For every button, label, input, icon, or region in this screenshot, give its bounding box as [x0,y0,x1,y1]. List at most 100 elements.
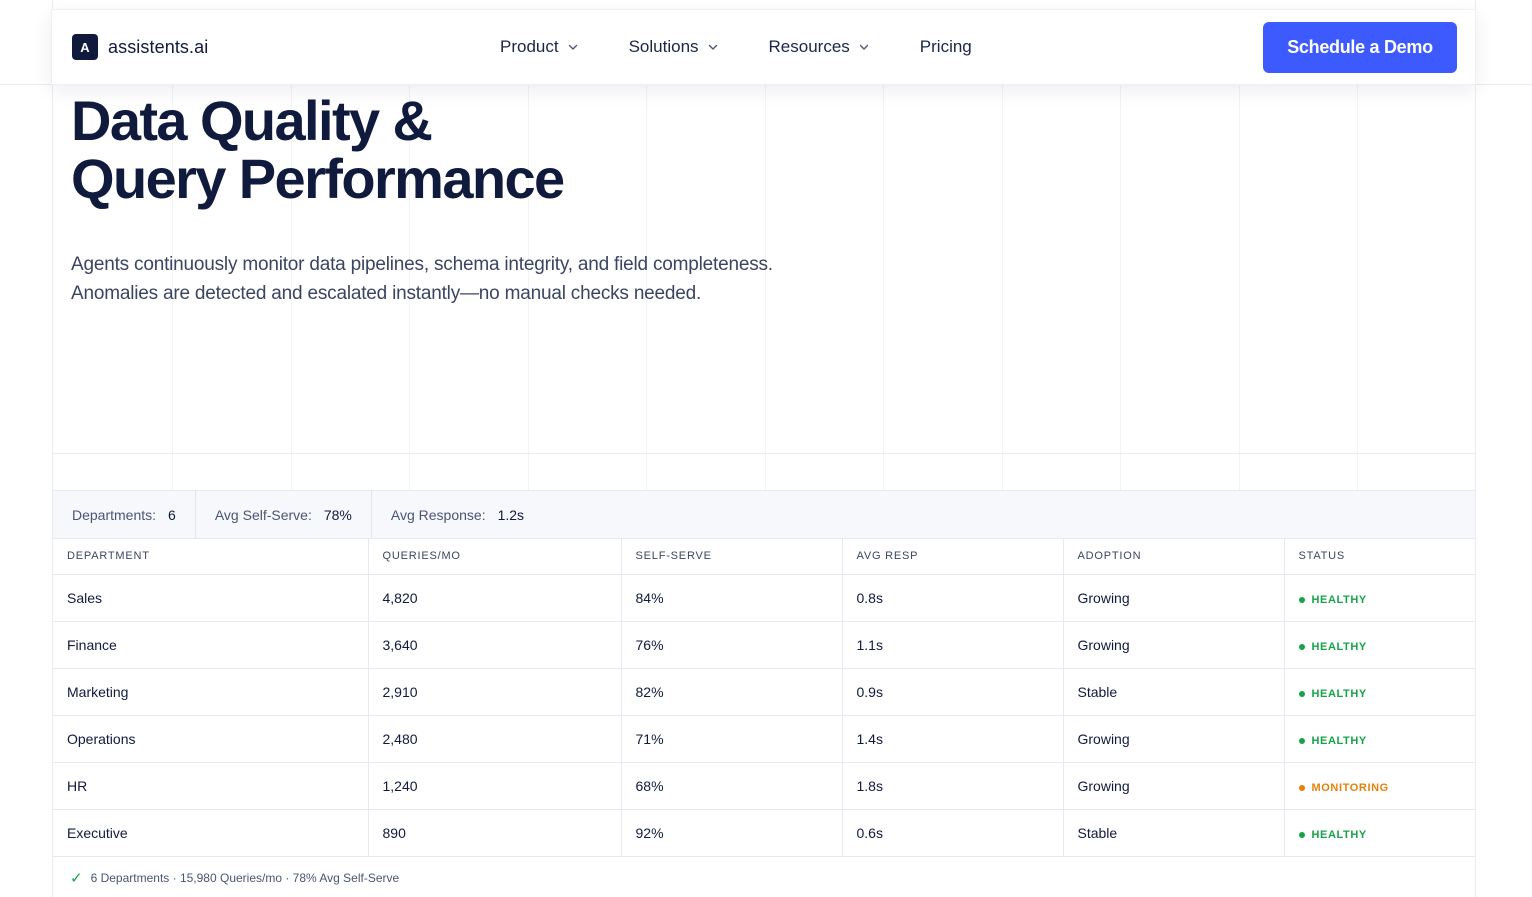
cell-self-serve: 84% [621,574,843,622]
status-badge: HEALTHY [1298,687,1367,700]
cell-department: Executive [53,809,369,857]
status-dot-icon [1298,690,1305,697]
page-title: Data Quality & Query Performance [71,92,565,210]
status-label: HEALTHY [1311,640,1367,653]
summary-bar: Departments: 6 Avg Self-Serve: 78% Avg R… [53,490,1475,539]
cell-adoption: Growing [1063,621,1285,669]
cell-adoption: Stable [1063,668,1285,716]
column-header-department[interactable]: DEPARTMENT [53,539,369,575]
grid-line [409,85,410,490]
nav-item-label: Resources [768,37,850,56]
cell-avg-resp: 1.8s [842,762,1064,810]
status-dot-icon [1298,784,1305,791]
title-line: Query Performance [71,147,565,210]
chevron-down-icon [568,44,577,50]
status-dot-icon [1298,831,1305,838]
stat-value: 1.2s [497,506,525,523]
cell-self-serve: 82% [621,668,843,716]
cell-status: MONITORING [1284,762,1475,810]
grid-line [528,85,529,490]
cell-avg-resp: 0.6s [842,809,1064,857]
cell-self-serve: 76% [621,621,843,669]
status-dot-icon [1298,737,1305,744]
nav-menu: Product Solutions Resources Pricing [500,37,1022,57]
schedule-demo-button[interactable]: Schedule a Demo [1263,22,1457,73]
status-dot-icon [1298,596,1305,603]
check-icon: ✓ [70,870,83,887]
cell-status: HEALTHY [1284,621,1475,669]
nav-item-solutions[interactable]: Solutions [629,37,719,57]
status-badge: HEALTHY [1298,828,1367,841]
column-header-status[interactable]: STATUS [1284,539,1475,575]
grid-line [646,85,647,490]
cell-adoption: Growing [1063,574,1285,622]
column-header-queries[interactable]: QUERIES/MO [368,539,622,575]
cell-adoption: Stable [1063,809,1285,857]
departments-table: DEPARTMENT QUERIES/MO SELF-SERVE AVG RES… [53,539,1475,857]
cell-status: HEALTHY [1284,668,1475,716]
stat-departments: Departments: 6 [53,491,196,538]
cell-status: HEALTHY [1284,574,1475,622]
stat-response: Avg Response: 1.2s [372,491,543,538]
table-header-row: DEPARTMENT QUERIES/MO SELF-SERVE AVG RES… [53,539,1475,575]
cell-adoption: Growing [1063,762,1285,810]
content-frame [52,0,1476,897]
column-header-adoption[interactable]: ADOPTION [1063,539,1285,575]
status-badge: MONITORING [1298,782,1389,794]
stat-label: Avg Self-Serve: [214,506,312,523]
column-header-self-serve[interactable]: SELF-SERVE [621,539,843,575]
cell-queries: 890 [368,809,622,857]
nav-item-resources[interactable]: Resources [769,37,870,57]
cell-status: HEALTHY [1284,715,1475,763]
grid-line [172,85,173,490]
table-row[interactable]: Executive 890 92% 0.6s Stable HEALTHY [53,809,1475,857]
cell-avg-resp: 0.9s [842,668,1064,716]
cell-queries: 2,910 [368,668,622,716]
hero-divider [53,453,1475,454]
stat-value: 78% [323,506,352,523]
column-header-avg-resp[interactable]: AVG RESP [842,539,1064,575]
grid-line [883,85,884,490]
logo-mark-icon: A [72,34,98,60]
status-badge: HEALTHY [1298,735,1367,747]
status-dot-icon [1298,643,1305,650]
cell-department: Marketing [53,668,369,716]
status-label: HEALTHY [1311,687,1367,700]
nav-item-pricing[interactable]: Pricing [920,37,972,57]
cell-avg-resp: 1.1s [842,621,1064,669]
stat-value: 6 [168,506,176,523]
cell-status: HEALTHY [1284,809,1475,857]
cell-self-serve: 68% [621,762,843,810]
cell-department: HR [53,762,369,810]
grid-line [1239,85,1240,490]
chevron-down-icon [859,44,868,50]
nav-item-label: Pricing [919,37,972,56]
nav-item-label: Product [500,37,559,56]
status-label: HEALTHY [1311,593,1367,606]
brand-name: assistents.ai [108,36,209,57]
table-row[interactable]: Sales 4,820 84% 0.8s Growing HEALTHY [53,574,1475,622]
nav-item-product[interactable]: Product [500,37,579,57]
table-footer: ✓ 6 Departments · 15,980 Queries/mo · 78… [70,869,399,887]
table-row[interactable]: Marketing 2,910 82% 0.9s Stable HEALTHY [53,668,1475,716]
cell-department: Finance [53,621,369,669]
top-navigation: A assistents.ai Product Solutions Resour… [51,9,1476,85]
cell-queries: 4,820 [368,574,622,622]
table-row[interactable]: Finance 3,640 76% 1.1s Growing HEALTHY [53,621,1475,669]
status-label: HEALTHY [1311,828,1367,841]
cell-queries: 2,480 [368,715,622,763]
table-row[interactable]: Operations 2,480 71% 1.4s Growing HEALTHY [53,715,1475,763]
cell-department: Sales [53,574,369,622]
stat-label: Avg Response: [390,506,486,523]
cell-queries: 3,640 [368,621,622,669]
table-row[interactable]: HR 1,240 68% 1.8s Growing MONITORING [53,762,1475,810]
cell-avg-resp: 1.4s [842,715,1064,763]
cell-self-serve: 71% [621,715,843,763]
cell-avg-resp: 0.8s [842,574,1064,622]
grid-line [1002,85,1003,490]
nav-item-label: Solutions [628,37,699,56]
stat-self-serve: Avg Self-Serve: 78% [196,491,372,538]
brand-logo[interactable]: A assistents.ai [72,34,208,60]
status-badge: HEALTHY [1298,640,1367,653]
